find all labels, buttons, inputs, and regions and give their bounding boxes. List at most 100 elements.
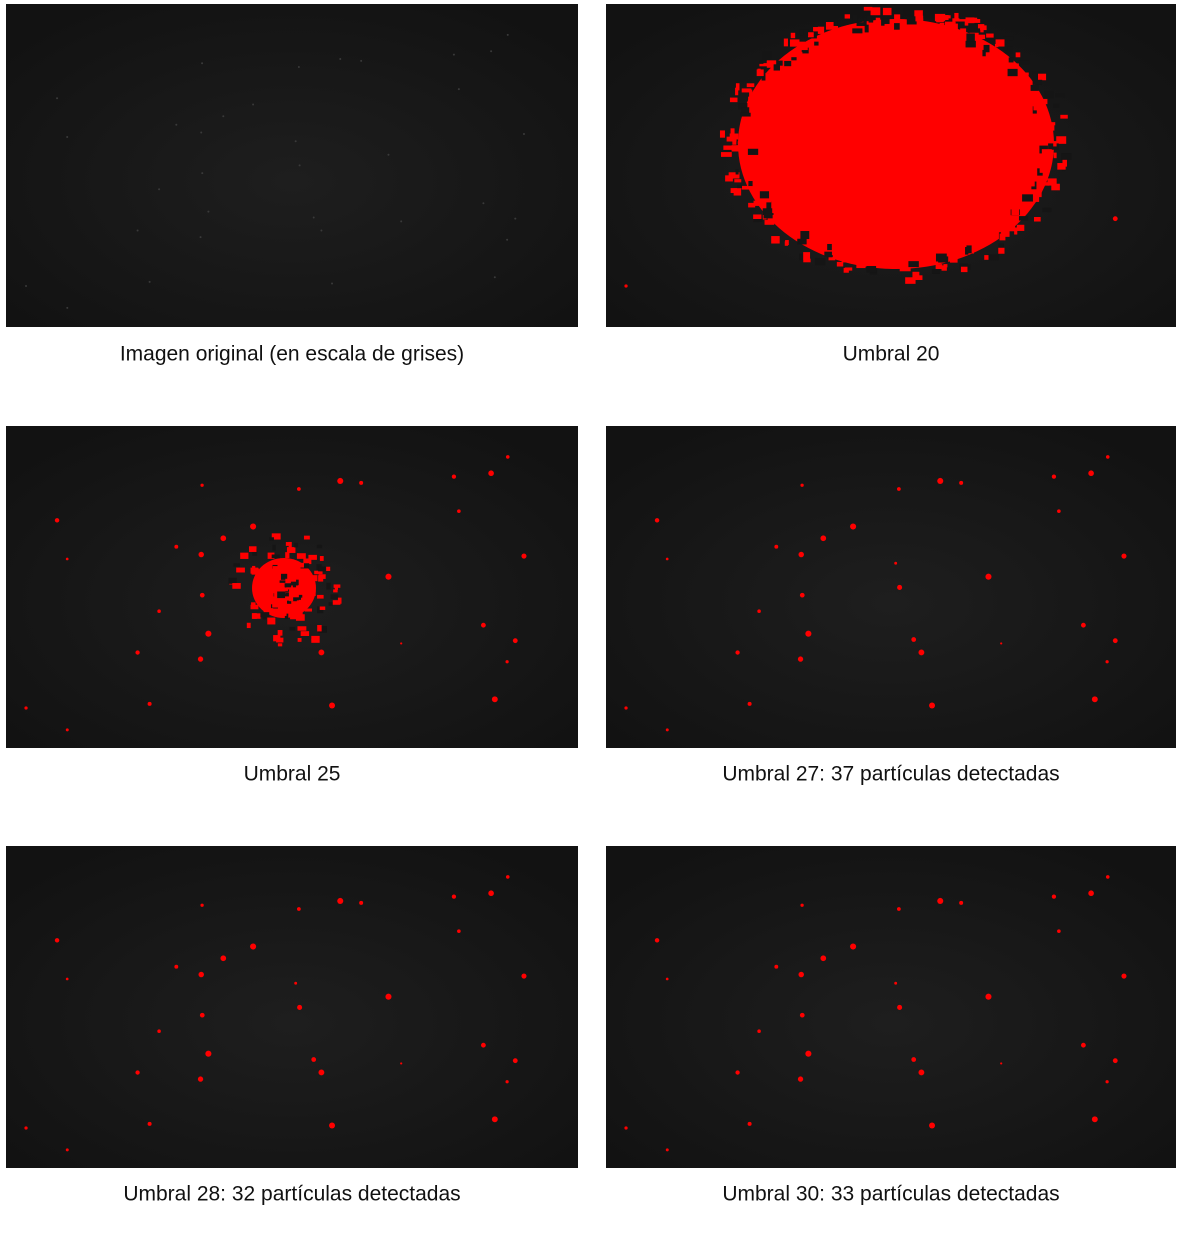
detected-block [797, 46, 808, 50]
detected-particle [798, 656, 803, 661]
detected-block [966, 33, 974, 41]
detected-particle [250, 943, 256, 949]
detected-particle [774, 965, 778, 969]
detected-block [730, 98, 738, 103]
faint-particle [320, 229, 322, 231]
detected-block [285, 552, 289, 558]
detected-particle [911, 637, 916, 642]
detected-particle [805, 1051, 811, 1057]
detected-particle [757, 609, 761, 613]
detected-block [866, 15, 871, 21]
detected-block [1060, 115, 1067, 119]
detected-block [286, 542, 289, 546]
detected-particle [506, 660, 509, 663]
detected-particle [624, 1126, 627, 1129]
detected-block [747, 83, 755, 87]
detected-block [776, 72, 786, 78]
detected-block [333, 589, 337, 592]
faint-particle [222, 115, 224, 117]
detected-particle [1121, 973, 1126, 978]
detected-particle [820, 535, 826, 541]
detected-particle [297, 487, 301, 491]
detected-particle [800, 593, 805, 598]
detected-particle [359, 481, 363, 485]
detected-block [305, 590, 309, 594]
detected-particle [918, 650, 924, 656]
detected-block [736, 83, 740, 90]
detected-particle [488, 890, 494, 896]
detected-particle [800, 484, 803, 487]
faint-particle [137, 230, 139, 232]
detected-block [998, 248, 1004, 254]
faint-particle [201, 62, 203, 64]
faint-particle [25, 285, 27, 287]
faint-particle [506, 239, 508, 241]
detected-block [864, 7, 873, 11]
detected-particle [1081, 1043, 1086, 1048]
detected-particle [1000, 1062, 1002, 1064]
detected-block [309, 591, 316, 596]
detected-particle [1088, 890, 1094, 896]
detected-block [742, 186, 750, 190]
detected-block [966, 245, 971, 253]
detected-particle [929, 1122, 935, 1128]
detected-block [731, 188, 737, 193]
detected-block [800, 29, 804, 35]
detected-block [271, 578, 274, 584]
detected-block [824, 252, 832, 258]
detected-particle [1106, 455, 1110, 459]
detected-block [748, 181, 752, 186]
detected-block [300, 563, 304, 568]
detected-particle [800, 904, 803, 907]
detected-particle [220, 535, 226, 541]
detected-particle [174, 545, 178, 549]
detected-block [1048, 122, 1055, 125]
detected-particle [937, 478, 943, 484]
detected-particle [911, 1057, 916, 1062]
faint-particle [523, 133, 525, 135]
detected-block [1022, 194, 1033, 201]
detected-block [899, 260, 905, 265]
detected-particle [1092, 696, 1098, 702]
detected-block [1040, 165, 1047, 173]
detected-block [299, 600, 307, 603]
detected-block [1057, 163, 1065, 170]
faint-particle [482, 202, 484, 204]
detected-block [970, 19, 980, 23]
detected-block [834, 19, 837, 26]
detected-block [269, 537, 274, 540]
detected-particle [506, 1080, 509, 1083]
panel-caption: Umbral 28: 32 partículas detectadas [123, 1183, 460, 1206]
detected-particle [1106, 660, 1109, 663]
detected-block [272, 545, 275, 551]
image-background [6, 4, 578, 327]
detected-block [960, 28, 966, 36]
detected-block [740, 113, 751, 117]
detected-block [1000, 59, 1005, 67]
detected-particle [198, 972, 203, 977]
detected-particle [297, 585, 302, 590]
faint-particle [252, 104, 254, 106]
detected-block [285, 579, 291, 584]
detected-particle [1088, 470, 1094, 476]
detected-block [936, 254, 947, 262]
detected-particle [297, 1005, 302, 1010]
detected-block [986, 34, 994, 38]
detected-block [1031, 180, 1035, 186]
detected-block [966, 41, 976, 48]
panel-caption: Umbral 27: 37 partículas detectadas [722, 763, 1059, 786]
detected-particle [1113, 1058, 1118, 1063]
detected-block [285, 583, 292, 587]
detected-block [304, 536, 310, 540]
detected-particle [457, 509, 461, 513]
faint-particle [175, 124, 177, 126]
detected-particle [157, 1029, 161, 1033]
faint-particle [360, 60, 362, 62]
detected-particle [735, 1070, 739, 1074]
faint-particle [339, 58, 341, 60]
detected-block [259, 575, 263, 579]
detected-block [723, 145, 732, 149]
detected-particle [894, 562, 897, 565]
detected-block [317, 545, 322, 548]
detected-block [273, 566, 280, 572]
